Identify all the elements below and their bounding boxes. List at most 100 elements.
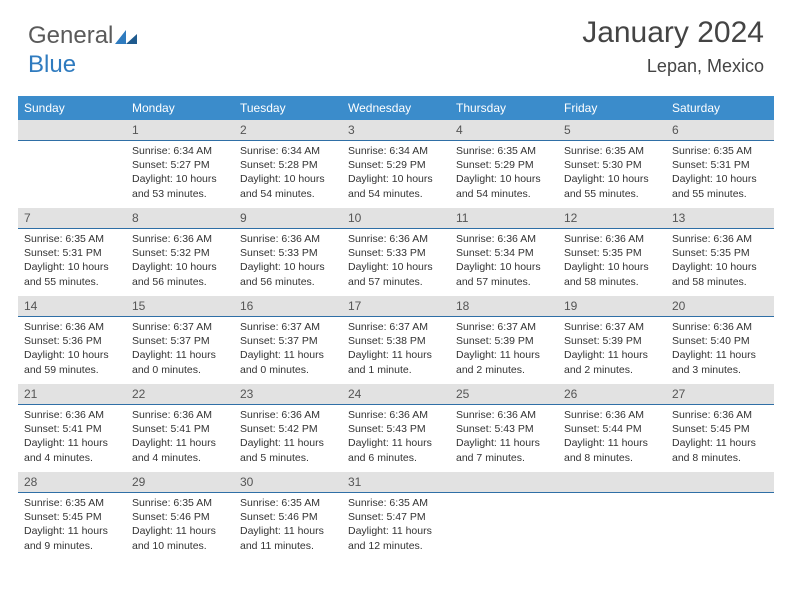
calendar-cell	[18, 120, 126, 208]
day-body	[666, 493, 774, 500]
daylight2-text: and 5 minutes.	[240, 451, 336, 465]
sunset-text: Sunset: 5:46 PM	[132, 510, 228, 524]
day-body: Sunrise: 6:37 AMSunset: 5:39 PMDaylight:…	[450, 317, 558, 381]
sunrise-text: Sunrise: 6:35 AM	[24, 496, 120, 510]
day-body: Sunrise: 6:36 AMSunset: 5:35 PMDaylight:…	[666, 229, 774, 293]
sunrise-text: Sunrise: 6:34 AM	[348, 144, 444, 158]
daylight1-text: Daylight: 10 hours	[240, 260, 336, 274]
sunrise-text: Sunrise: 6:36 AM	[240, 232, 336, 246]
calendar-cell: 5Sunrise: 6:35 AMSunset: 5:30 PMDaylight…	[558, 120, 666, 208]
day-number: 13	[666, 208, 774, 229]
sunrise-text: Sunrise: 6:36 AM	[132, 408, 228, 422]
sunset-text: Sunset: 5:47 PM	[348, 510, 444, 524]
daylight1-text: Daylight: 11 hours	[348, 524, 444, 538]
day-number: 28	[18, 472, 126, 493]
sunset-text: Sunset: 5:34 PM	[456, 246, 552, 260]
sunset-text: Sunset: 5:39 PM	[456, 334, 552, 348]
calendar-cell: 18Sunrise: 6:37 AMSunset: 5:39 PMDayligh…	[450, 296, 558, 384]
daylight1-text: Daylight: 11 hours	[564, 348, 660, 362]
day-body: Sunrise: 6:36 AMSunset: 5:32 PMDaylight:…	[126, 229, 234, 293]
day-body: Sunrise: 6:34 AMSunset: 5:27 PMDaylight:…	[126, 141, 234, 205]
daylight1-text: Daylight: 11 hours	[240, 348, 336, 362]
day-number: 23	[234, 384, 342, 405]
daylight1-text: Daylight: 11 hours	[24, 436, 120, 450]
daylight2-text: and 1 minute.	[348, 363, 444, 377]
daylight2-text: and 2 minutes.	[564, 363, 660, 377]
day-number	[450, 472, 558, 493]
sunrise-text: Sunrise: 6:36 AM	[456, 232, 552, 246]
daylight1-text: Daylight: 11 hours	[240, 524, 336, 538]
calendar-cell	[666, 472, 774, 560]
sunset-text: Sunset: 5:45 PM	[672, 422, 768, 436]
sunset-text: Sunset: 5:43 PM	[348, 422, 444, 436]
calendar-cell: 20Sunrise: 6:36 AMSunset: 5:40 PMDayligh…	[666, 296, 774, 384]
day-number: 21	[18, 384, 126, 405]
calendar-row: 28 Sunrise: 6:35 AMSunset: 5:45 PM Dayligh…	[18, 472, 774, 560]
daylight2-text: and 8 minutes.	[672, 451, 768, 465]
sunset-text: Sunset: 5:29 PM	[348, 158, 444, 172]
sunset-text: Sunset: 5:33 PM	[240, 246, 336, 260]
sunrise-text: Sunrise: 6:37 AM	[132, 320, 228, 334]
sunrise-text: Sunrise: 6:35 AM	[24, 232, 120, 246]
day-number: 2	[234, 120, 342, 141]
daylight1-text: Daylight: 10 hours	[672, 172, 768, 186]
daylight1-text: Daylight: 11 hours	[672, 436, 768, 450]
sunset-text: Sunset: 5:36 PM	[24, 334, 120, 348]
daylight2-text: and 55 minutes.	[24, 275, 120, 289]
day-body: Sunrise: 6:36 AMSunset: 5:34 PMDaylight:…	[450, 229, 558, 293]
calendar-cell: 15Sunrise: 6:37 AMSunset: 5:37 PMDayligh…	[126, 296, 234, 384]
logo: General Blue	[28, 22, 137, 79]
daylight2-text: and 6 minutes.	[348, 451, 444, 465]
day-body: Sunrise: 6:36 AMSunset: 5:33 PMDaylight:…	[234, 229, 342, 293]
sunrise-text: Sunrise: 6:34 AM	[132, 144, 228, 158]
weekday-header-row: Sunday Monday Tuesday Wednesday Thursday…	[18, 96, 774, 120]
day-number: 3	[342, 120, 450, 141]
calendar-cell	[558, 472, 666, 560]
daylight1-text: Daylight: 11 hours	[132, 348, 228, 362]
daylight2-text: and 54 minutes.	[456, 187, 552, 201]
calendar-row: 7Sunrise: 6:35 AMSunset: 5:31 PMDaylight…	[18, 208, 774, 296]
day-number: 12	[558, 208, 666, 229]
calendar-cell: 8Sunrise: 6:36 AMSunset: 5:32 PMDaylight…	[126, 208, 234, 296]
daylight1-text: Daylight: 10 hours	[132, 172, 228, 186]
logo-text-gray: General	[28, 22, 113, 49]
daylight2-text: and 8 minutes.	[564, 451, 660, 465]
day-number: 11	[450, 208, 558, 229]
day-body: Sunrise: 6:35 AMSunset: 5:31 PMDaylight:…	[666, 141, 774, 205]
weekday-header: Thursday	[450, 96, 558, 120]
calendar-cell: 31Sunrise: 6:35 AMSunset: 5:47 PMDayligh…	[342, 472, 450, 560]
day-body: Sunrise: 6:35 AMSunset: 5:31 PMDaylight:…	[18, 229, 126, 293]
daylight2-text: and 0 minutes.	[240, 363, 336, 377]
day-body: Sunrise: 6:35 AMSunset: 5:30 PMDaylight:…	[558, 141, 666, 205]
day-body	[18, 141, 126, 148]
day-number: 4	[450, 120, 558, 141]
daylight1-text: Daylight: 10 hours	[564, 172, 660, 186]
day-number: 27	[666, 384, 774, 405]
calendar-body: 1Sunrise: 6:34 AMSunset: 5:27 PMDaylight…	[18, 120, 774, 560]
day-body: Sunrise: 6:37 AMSunset: 5:39 PMDaylight:…	[558, 317, 666, 381]
day-number: 20	[666, 296, 774, 317]
daylight2-text: and 0 minutes.	[132, 363, 228, 377]
day-body: Sunrise: 6:37 AMSunset: 5:38 PMDaylight:…	[342, 317, 450, 381]
day-body: Sunrise: 6:36 AMSunset: 5:41 PMDaylight:…	[18, 405, 126, 469]
sunset-text: Sunset: 5:40 PM	[672, 334, 768, 348]
calendar-cell: 23Sunrise: 6:36 AMSunset: 5:42 PMDayligh…	[234, 384, 342, 472]
day-body: Sunrise: 6:36 AMSunset: 5:40 PMDaylight:…	[666, 317, 774, 381]
sunrise-text: Sunrise: 6:36 AM	[564, 232, 660, 246]
sunset-text: Sunset: 5:41 PM	[24, 422, 120, 436]
day-body: Sunrise: 6:34 AMSunset: 5:29 PMDaylight:…	[342, 141, 450, 205]
calendar-cell: 3Sunrise: 6:34 AMSunset: 5:29 PMDaylight…	[342, 120, 450, 208]
sunset-text: Sunset: 5:46 PM	[240, 510, 336, 524]
day-body: Sunrise: 6:36 AMSunset: 5:43 PMDaylight:…	[450, 405, 558, 469]
daylight2-text: and 12 minutes.	[348, 539, 444, 553]
daylight1-text: Daylight: 11 hours	[348, 348, 444, 362]
sunrise-text: Sunrise: 6:36 AM	[348, 408, 444, 422]
calendar-cell: 28Sunrise: 6:35 AMSunset: 5:45 PMDayligh…	[18, 472, 126, 560]
weekday-header: Wednesday	[342, 96, 450, 120]
day-number: 19	[558, 296, 666, 317]
sunset-text: Sunset: 5:29 PM	[456, 158, 552, 172]
daylight2-text: and 54 minutes.	[348, 187, 444, 201]
day-body: Sunrise: 6:35 AMSunset: 5:46 PMDaylight:…	[234, 493, 342, 557]
header: General Blue January 2024 Lepan, Mexico	[0, 0, 792, 96]
sunset-text: Sunset: 5:45 PM	[24, 510, 120, 524]
